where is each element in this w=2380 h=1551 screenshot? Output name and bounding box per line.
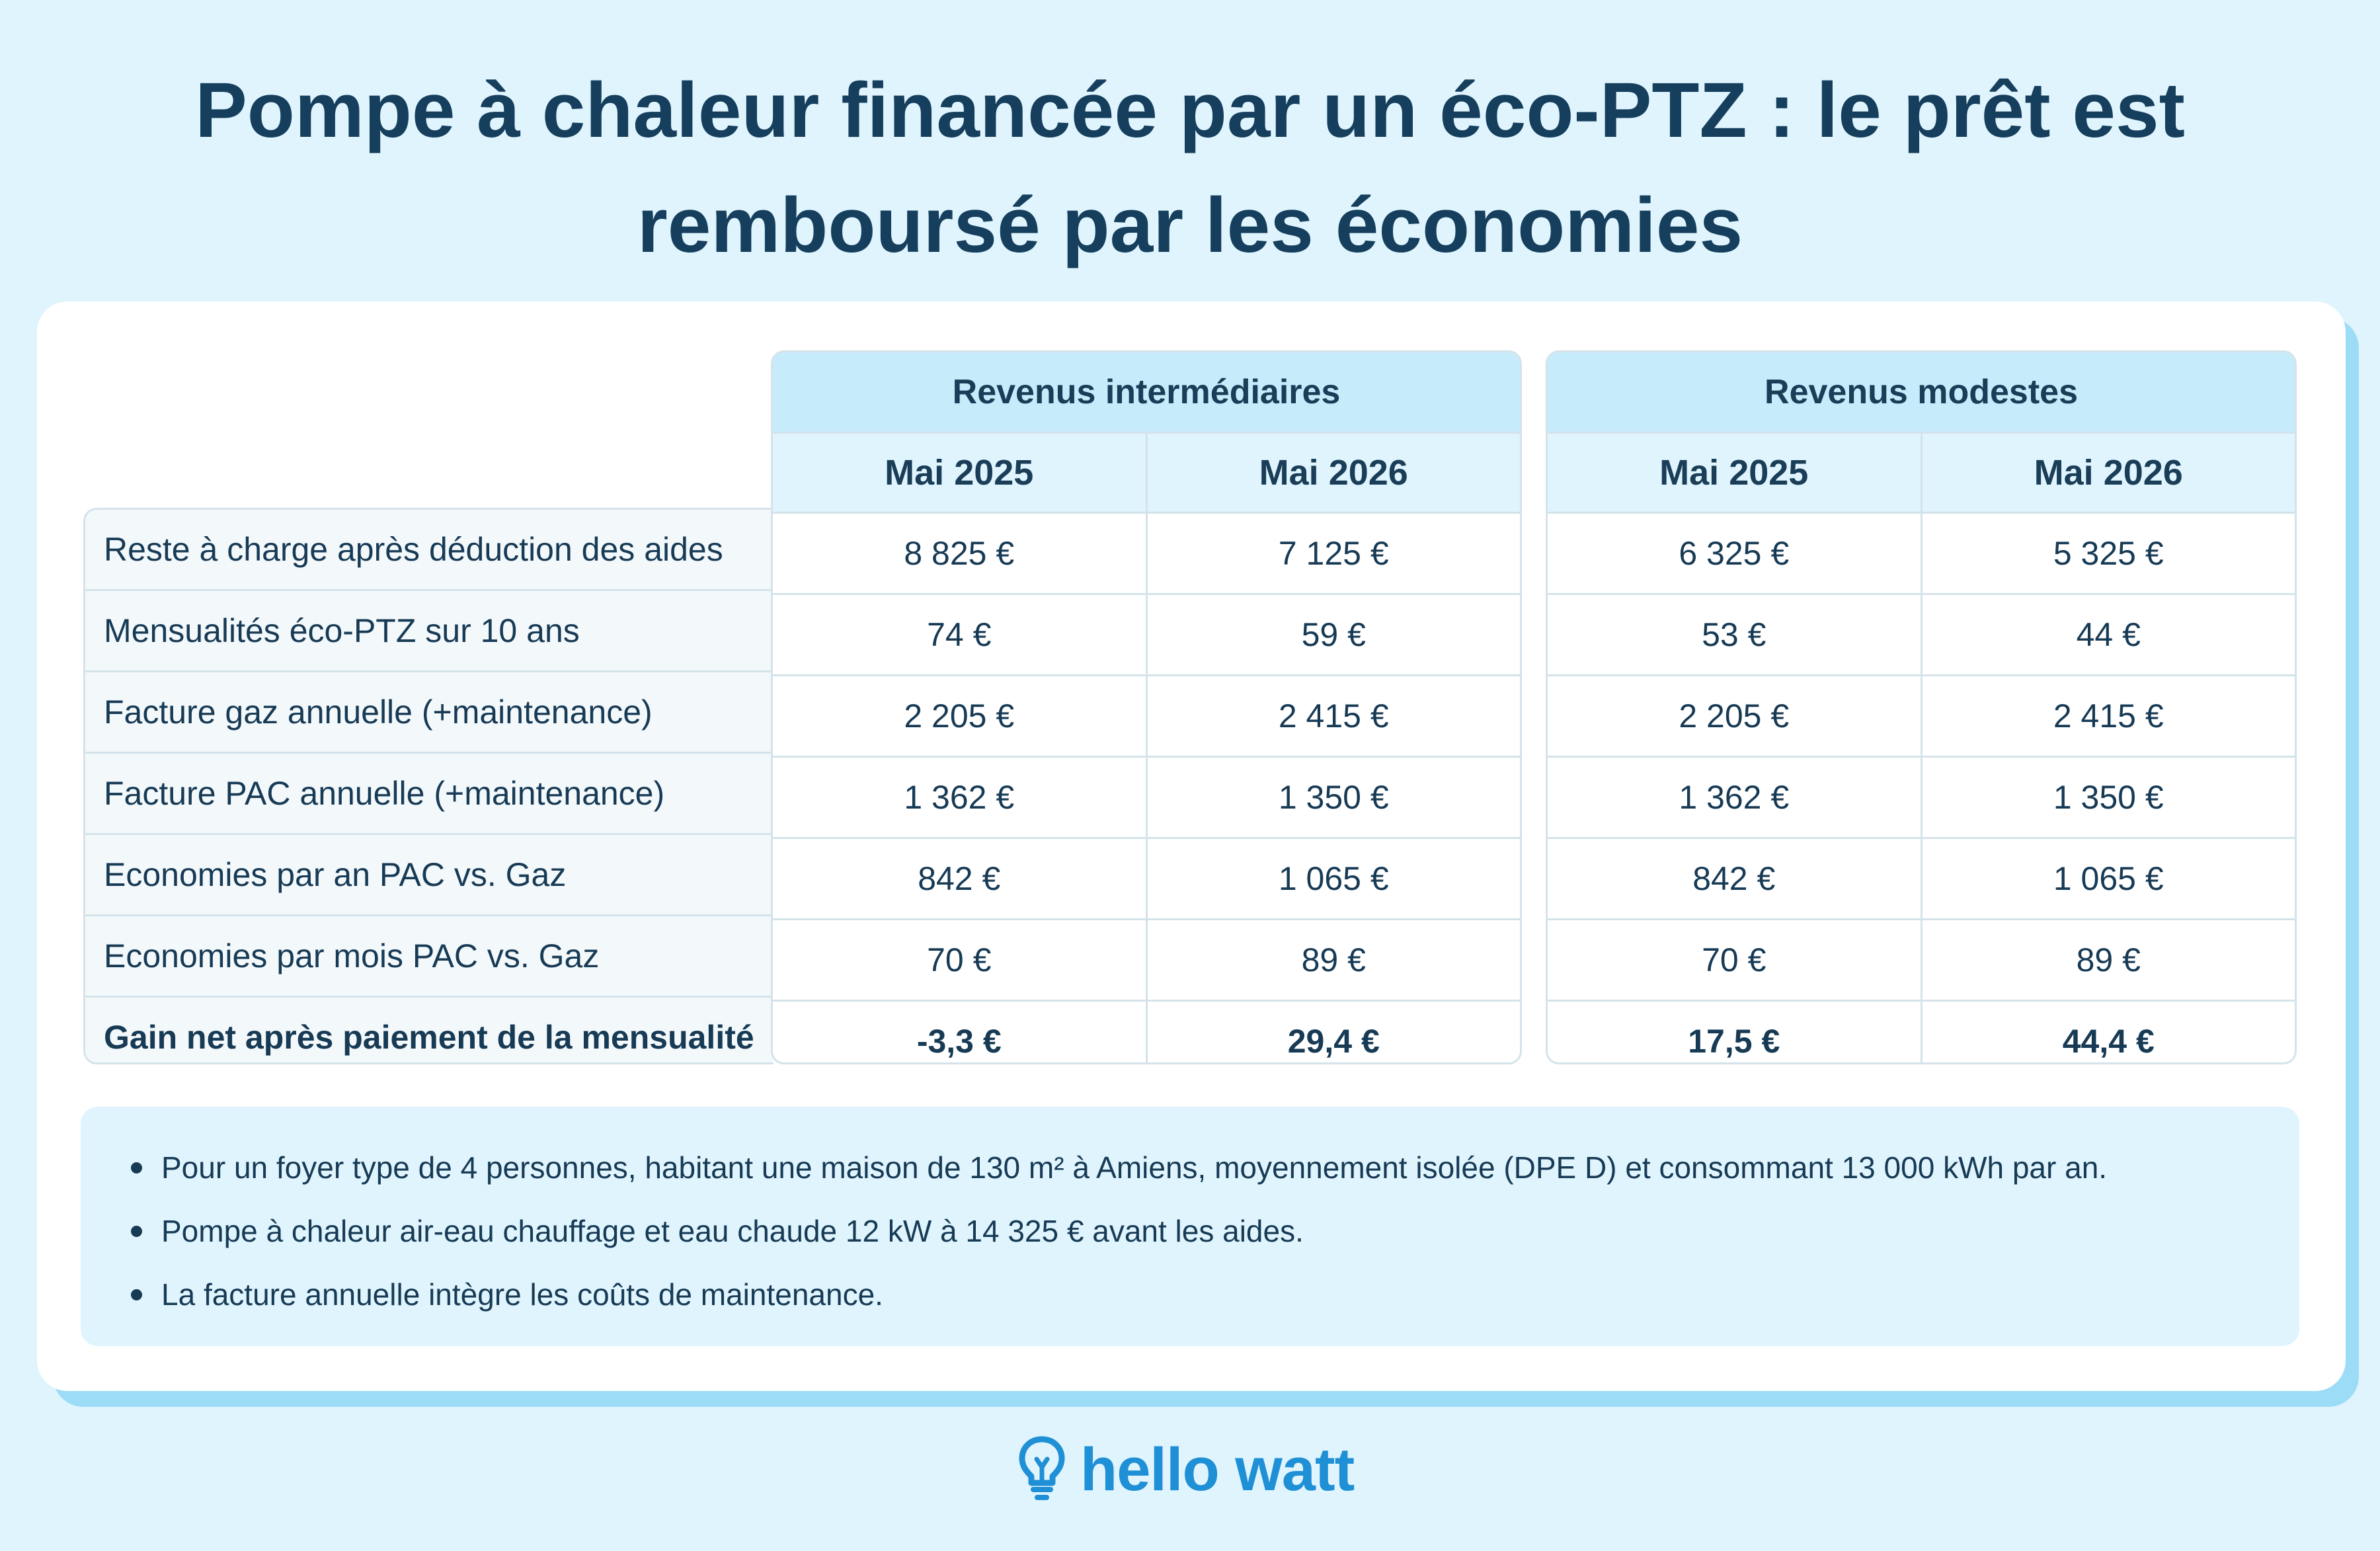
table-row: 70 € 89 € xyxy=(773,918,1520,1000)
group-revenus-intermediaires: Revenus intermédiaires Mai 2025 Mai 2026… xyxy=(771,350,1522,1064)
note-item: La facture annuelle intègre les coûts de… xyxy=(81,1263,2299,1326)
table-row: 70 € 89 € xyxy=(1548,918,2295,1000)
table-cell: 17,5 € xyxy=(1688,1023,1780,1060)
table-cell: 44,4 € xyxy=(1920,1002,2295,1062)
column-header: Mai 2025 xyxy=(885,453,1034,493)
table-row: 1 362 € 1 350 € xyxy=(1548,756,2295,837)
title-line-1: Pompe à chaleur financée par un éco-PTZ … xyxy=(195,67,2185,154)
table-cell: 2 205 € xyxy=(1679,697,1790,735)
table-cell: 2 415 € xyxy=(1145,676,1521,756)
row-label: Facture gaz annuelle (+maintenance) xyxy=(85,670,774,752)
notes-list: Pour un foyer type de 4 personnes, habit… xyxy=(81,1107,2299,1326)
table-cell: 6 325 € xyxy=(1679,535,1790,572)
table-row: 842 € 1 065 € xyxy=(1548,837,2295,918)
note-item: Pompe à chaleur air-eau chauffage et eau… xyxy=(81,1199,2299,1263)
page-title: Pompe à chaleur financée par un éco-PTZ … xyxy=(0,53,2380,283)
row-label: Economies par an PAC vs. Gaz xyxy=(85,833,774,914)
table-cell: 842 € xyxy=(918,860,1001,897)
table-cell: 1 065 € xyxy=(1920,839,2295,918)
title-line-2: remboursé par les économies xyxy=(637,182,1743,269)
table-cell: 70 € xyxy=(1702,941,1766,978)
group-header: Revenus modestes xyxy=(1548,352,2295,432)
column-headers: Mai 2025 Mai 2026 xyxy=(773,432,1520,512)
table-row: 53 € 44 € xyxy=(1548,593,2295,674)
table-cell: 53 € xyxy=(1702,616,1766,653)
row-label: Mensualités éco-PTZ sur 10 ans xyxy=(85,589,774,670)
table-cell: 74 € xyxy=(927,616,992,653)
table-cell: 70 € xyxy=(927,941,992,978)
table-row: 2 205 € 2 415 € xyxy=(773,674,1520,756)
note-item: Pour un foyer type de 4 personnes, habit… xyxy=(81,1136,2299,1199)
notes-box: Pour un foyer type de 4 personnes, habit… xyxy=(81,1107,2299,1346)
row-label: Reste à charge après déduction des aides xyxy=(104,531,723,568)
table-cell: 44 € xyxy=(1920,595,2295,674)
table-cell: 2 205 € xyxy=(904,697,1015,735)
table-row: 6 325 € 5 325 € xyxy=(1548,512,2295,593)
row-labels: Reste à charge après déduction des aides… xyxy=(83,508,774,1064)
table-row-total: -3,3 € 29,4 € xyxy=(773,1000,1521,1062)
table-row: 74 € 59 € xyxy=(773,593,1520,674)
group-revenus-modestes: Revenus modestes Mai 2025 Mai 2026 6 325… xyxy=(1546,350,2297,1064)
table-cell: 8 825 € xyxy=(904,535,1015,572)
table-cell: 89 € xyxy=(1920,920,2295,1000)
lightbulb-icon xyxy=(1018,1435,1066,1505)
table-cell: 2 415 € xyxy=(1920,676,2295,756)
table-row: 842 € 1 065 € xyxy=(773,837,1520,918)
column-headers: Mai 2025 Mai 2026 xyxy=(1548,432,2295,512)
table-row: 2 205 € 2 415 € xyxy=(1548,674,2295,756)
column-header: Mai 2026 xyxy=(1145,434,1521,512)
table-cell: 1 362 € xyxy=(1679,779,1790,816)
row-label: Facture PAC annuelle (+maintenance) xyxy=(85,752,774,833)
table-cell: 5 325 € xyxy=(1920,514,2295,593)
brand-logo: hello watt xyxy=(1018,1433,1355,1506)
table-cell: 29,4 € xyxy=(1145,1002,1521,1062)
table-cell: 1 350 € xyxy=(1145,758,1521,837)
row-label-total: Gain net après paiement de la mensualité xyxy=(85,996,774,1062)
column-header: Mai 2025 xyxy=(1659,453,1809,493)
table-cell: 59 € xyxy=(1145,595,1521,674)
table-cell: 1 350 € xyxy=(1920,758,2295,837)
table-cell: 1 065 € xyxy=(1145,839,1521,918)
table-cell: 842 € xyxy=(1692,860,1776,897)
table-row-total: 17,5 € 44,4 € xyxy=(1548,1000,2295,1062)
table-row: 8 825 € 7 125 € xyxy=(773,512,1520,593)
column-header: Mai 2026 xyxy=(1920,434,2295,512)
row-label: Economies par mois PAC vs. Gaz xyxy=(85,914,774,996)
table-cell: 89 € xyxy=(1145,920,1521,1000)
table-cell: -3,3 € xyxy=(916,1023,1002,1060)
group-header: Revenus intermédiaires xyxy=(773,352,1520,432)
table-cell: 1 362 € xyxy=(904,779,1015,816)
table-cell: 7 125 € xyxy=(1145,514,1521,593)
brand-name: hello watt xyxy=(1080,1435,1355,1503)
table-row: 1 362 € 1 350 € xyxy=(773,756,1520,837)
